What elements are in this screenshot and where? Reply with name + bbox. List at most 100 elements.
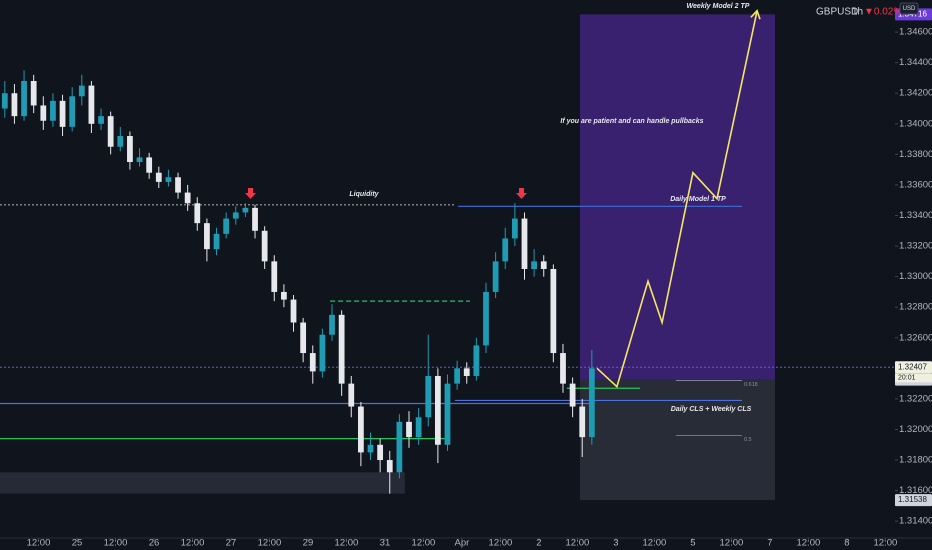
candle-body <box>194 203 201 224</box>
x-tick-label: Apr <box>455 538 470 549</box>
y-tick-label: 1.32800 <box>899 302 932 313</box>
candle-body <box>502 238 509 262</box>
candle-body <box>107 116 114 147</box>
x-tick-label: 12:00 <box>27 538 51 549</box>
candle-body <box>434 375 441 445</box>
signal-arrow <box>516 188 527 199</box>
candle-body <box>338 314 345 384</box>
x-tick-label: 3 <box>613 538 618 549</box>
candle-body <box>386 460 393 473</box>
candle-body <box>540 261 547 269</box>
candle-body <box>588 368 595 438</box>
candle-body <box>50 100 56 121</box>
demand-zone <box>0 472 405 494</box>
currency[interactable]: USD <box>903 6 916 12</box>
stop-zone <box>579 379 776 501</box>
candle-body <box>281 291 287 300</box>
x-tick-label: 5 <box>690 538 695 549</box>
x-tick-label: 27 <box>226 538 237 549</box>
candle-body <box>78 85 85 97</box>
candle-body <box>59 100 66 127</box>
y-tick-label: 1.33800 <box>899 149 932 160</box>
signal-arrow <box>245 188 256 199</box>
candle-body <box>463 368 470 376</box>
fib-label: 0.5 <box>744 437 752 443</box>
countdown: 20:01 <box>898 375 916 382</box>
candle-body <box>300 322 307 354</box>
candle-body <box>242 207 249 213</box>
x-tick-label: 12:00 <box>566 538 590 549</box>
candle-body <box>204 223 210 250</box>
candle-body <box>521 218 528 269</box>
y-tick-label: 1.31800 <box>899 455 932 466</box>
current-price-label: 1.32407 <box>898 362 927 371</box>
stop-price-label: 1.31538 <box>898 495 927 504</box>
candle-body <box>127 136 133 163</box>
interval: 1h <box>852 7 863 18</box>
candle-body <box>329 314 335 335</box>
candle-body <box>309 353 316 372</box>
candle-body <box>415 417 422 438</box>
x-tick-label: 12:00 <box>796 538 820 549</box>
x-tick-label: 26 <box>149 538 160 549</box>
x-tick-label: 12:00 <box>258 538 282 549</box>
x-tick-label: 12:00 <box>489 538 513 549</box>
candle-body <box>40 105 47 121</box>
fib-label: 0.618 <box>744 382 758 388</box>
price-axis <box>895 0 932 550</box>
candle-body <box>560 353 566 384</box>
candle-body <box>319 334 326 372</box>
candle-body <box>213 233 220 250</box>
y-tick-label: 1.33200 <box>899 241 932 252</box>
candle-body <box>117 136 124 147</box>
y-tick-label: 1.31400 <box>899 516 932 527</box>
candle-body <box>444 383 451 445</box>
candle-body <box>550 269 557 354</box>
stop-price-label-box <box>895 494 932 507</box>
plot-area: 0.618 0.5 <box>0 9 895 501</box>
candle-body <box>483 291 489 346</box>
candle-body <box>21 81 27 117</box>
x-tick-label: 12:00 <box>643 538 667 549</box>
y-tick-label: 1.32000 <box>899 424 932 435</box>
x-tick-label: 31 <box>380 538 391 549</box>
candle-body <box>531 261 537 269</box>
axes: 1.34600 1.34400 1.34200 1.34000 1.33800 1.336… <box>27 8 932 549</box>
countdown-box <box>895 373 932 383</box>
candle-body <box>473 345 480 376</box>
candle-body <box>165 177 172 182</box>
candle-body <box>348 383 355 407</box>
y-tick-label: 1.31600 <box>899 485 932 496</box>
x-tick-label: 12:00 <box>412 538 436 549</box>
y-tick-label: 1.33600 <box>899 179 932 190</box>
x-tick-label: 2 <box>536 538 541 549</box>
x-tick-label: 8 <box>844 538 849 549</box>
annotation: Liquidity <box>349 191 379 198</box>
y-tick-label: 1.34200 <box>899 88 932 99</box>
y-tick-label: 1.34600 <box>899 27 932 38</box>
currency-button[interactable] <box>899 2 919 15</box>
candle-body <box>184 192 191 204</box>
y-tick-label: 1.33000 <box>899 271 932 282</box>
annotation: Daily Model 1 TP <box>670 196 726 203</box>
candle-body <box>1 93 8 109</box>
annotation: If you are patient and can handle pullba… <box>560 118 703 125</box>
annotation: Daily CLS + Weekly CLS <box>671 406 752 413</box>
candle-body <box>252 207 258 231</box>
y-tick-label: 1.34000 <box>899 118 932 129</box>
candle-body <box>271 261 278 292</box>
candle-body <box>358 406 364 453</box>
x-tick-label: 12:00 <box>104 538 128 549</box>
x-tick-label: 25 <box>72 538 83 549</box>
candle-body <box>511 218 518 239</box>
candle-body <box>290 299 297 323</box>
candle-body <box>492 261 499 292</box>
candle-body <box>579 406 586 438</box>
candle-body <box>261 230 268 262</box>
candle-body <box>155 172 162 182</box>
y-tick-label: 1.34400 <box>899 57 932 68</box>
projection-arrowhead <box>750 9 761 20</box>
candle-body <box>367 444 374 453</box>
current-price-label-box <box>895 361 932 374</box>
